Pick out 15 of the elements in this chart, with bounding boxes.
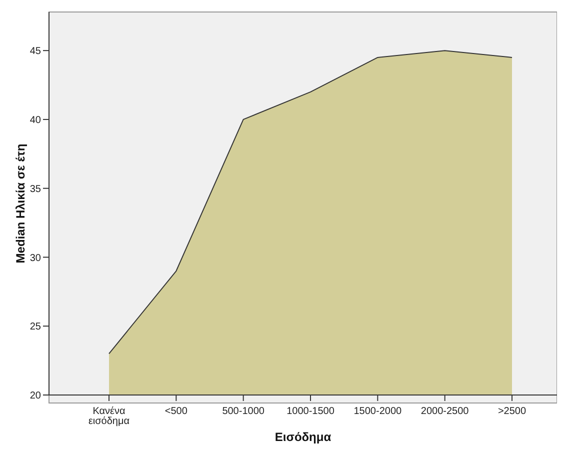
y-tick-label: 35 bbox=[30, 184, 42, 195]
x-tick-label: 500-1000 bbox=[222, 406, 265, 418]
x-tick-label: <500 bbox=[164, 406, 188, 418]
x-tick-label: >2500 bbox=[498, 406, 526, 418]
y-tick-label: 25 bbox=[30, 322, 42, 333]
y-tick-label: 40 bbox=[30, 115, 42, 126]
y-axis-title: Median Ηλικία σε έτη bbox=[13, 144, 28, 264]
y-tick-label: 30 bbox=[30, 252, 42, 264]
x-axis-title: Εισόδημα bbox=[274, 430, 332, 444]
x-tick-label: Κανένα εισόδημα bbox=[88, 406, 130, 428]
y-tick-label: 45 bbox=[30, 46, 42, 58]
x-tick-label: 1500-2000 bbox=[354, 406, 402, 418]
y-tick-label: 20 bbox=[30, 390, 42, 402]
x-tick-label: 2000-2500 bbox=[420, 406, 470, 418]
x-tick-label: 1000-1500 bbox=[286, 406, 335, 418]
